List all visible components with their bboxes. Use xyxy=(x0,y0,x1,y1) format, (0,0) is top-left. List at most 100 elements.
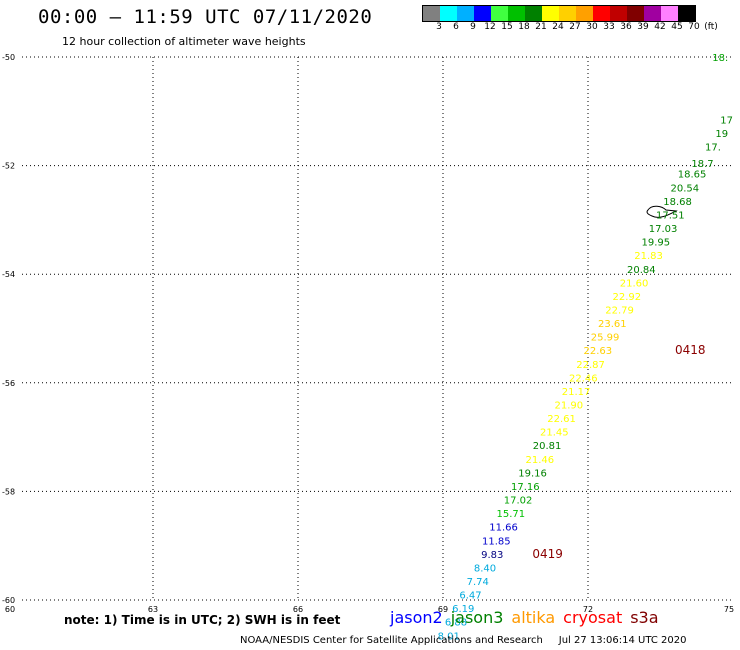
wave-height-value: 22.87 xyxy=(576,360,605,371)
wave-height-value: 19 xyxy=(715,129,728,140)
longitude-label: 63 xyxy=(148,605,158,614)
island-outline xyxy=(646,205,678,218)
legend-label: 42 xyxy=(654,22,666,32)
legend-swatch xyxy=(661,6,678,21)
wave-height-value: 17 xyxy=(720,115,733,126)
longitude-label: 60 xyxy=(5,605,15,614)
longitude-label: 66 xyxy=(293,605,303,614)
legend-swatch xyxy=(491,6,508,21)
wave-height-value: 18. xyxy=(712,53,728,64)
wave-height-value: 22.79 xyxy=(605,305,634,316)
wave-height-value: 17.03 xyxy=(649,224,678,235)
wave-height-value: 18.65 xyxy=(678,170,707,181)
footer-credit: NOAA/NESDIS Center for Satellite Applica… xyxy=(240,635,686,646)
wave-height-value: 6.88 xyxy=(445,618,467,629)
satellite-legend: jason2 jason3 altika cryosat s3a xyxy=(390,608,667,627)
legend-swatch xyxy=(542,6,559,21)
longitude-label: 75 xyxy=(724,605,734,614)
wave-height-value: 17. xyxy=(705,143,721,154)
wave-height-value: 21.90 xyxy=(555,401,584,412)
wave-height-value: 19.95 xyxy=(642,238,671,249)
legend-swatch xyxy=(644,6,661,21)
legend-label: 30 xyxy=(586,22,598,32)
wave-height-value: 6.47 xyxy=(459,591,481,602)
footer-note: note: 1) Time is in UTC; 2) SWH is in fe… xyxy=(64,613,341,627)
wave-height-value: 19.16 xyxy=(518,468,547,479)
coastline xyxy=(646,205,678,218)
satellite-name: cryosat xyxy=(563,608,623,627)
legend-label: 12 xyxy=(484,22,496,32)
wave-height-value: 6.19 xyxy=(452,604,474,615)
legend-swatch xyxy=(559,6,576,21)
wave-height-value: 8.01 xyxy=(438,631,460,642)
legend-label: 9 xyxy=(470,22,476,32)
wave-height-value: 23.61 xyxy=(598,319,627,330)
latitude-label: -50 xyxy=(2,53,15,62)
latitude-label: -54 xyxy=(2,270,15,279)
latitude-label: -56 xyxy=(2,379,15,388)
wave-height-value: 21.46 xyxy=(526,455,555,466)
track-time-label: 0418 xyxy=(675,343,706,357)
satellite-name: altika xyxy=(511,608,556,627)
legend-swatch xyxy=(627,6,644,21)
color-legend xyxy=(422,5,696,22)
wave-height-value: 22.92 xyxy=(613,292,642,303)
map-title: 00:00 – 11:59 UTC 07/11/2020 xyxy=(38,6,373,28)
legend-label: 33 xyxy=(603,22,615,32)
wave-height-value: 15.71 xyxy=(497,509,526,520)
wave-height-value: 21.60 xyxy=(620,278,649,289)
track-labels: 0418 0419 xyxy=(532,343,705,561)
observation-layer: 18. 17 19 17. 18.718.65 20.54 18.68 17.51 17.03 1… xyxy=(438,53,733,642)
legend-swatch xyxy=(678,6,695,21)
wave-height-value: 11.66 xyxy=(489,523,518,534)
satellite-name: jason2 xyxy=(390,608,443,627)
latitude-label: -52 xyxy=(2,162,15,171)
longitude-label: 69 xyxy=(438,605,448,614)
latitude-label: -58 xyxy=(2,487,15,496)
wave-height-value: 22.61 xyxy=(547,414,576,425)
wave-height-value: 22.46 xyxy=(569,373,598,384)
legend-label: 21 xyxy=(535,22,547,32)
credit-text: NOAA/NESDIS Center for Satellite Applica… xyxy=(240,635,543,646)
legend-label: 36 xyxy=(620,22,632,32)
legend-swatch xyxy=(576,6,593,21)
wave-height-value: 25.99 xyxy=(591,333,620,344)
wave-height-value: 17.51 xyxy=(656,210,685,221)
map-grid: 60 63 66 69 72 75 -50 -52 -54 -56 -58 -60 xyxy=(2,53,734,614)
legend-swatch xyxy=(508,6,525,21)
wave-height-value: 11.85 xyxy=(482,536,511,547)
latitude-label: -60 xyxy=(2,596,15,605)
satellite-name: s3a xyxy=(630,608,659,627)
wave-height-value: 17.16 xyxy=(511,482,540,493)
wave-height-value: 20.84 xyxy=(627,265,656,276)
track-time-label: 0419 xyxy=(532,547,563,561)
legend-swatch xyxy=(474,6,491,21)
wave-height-value: 21.83 xyxy=(634,251,663,262)
legend-swatch xyxy=(610,6,627,21)
wave-height-value: 17.02 xyxy=(504,496,533,507)
wave-height-value: 9.83 xyxy=(481,550,503,561)
wave-height-value: 20.54 xyxy=(671,183,700,194)
legend-swatch xyxy=(440,6,457,21)
legend-label: (ft) xyxy=(704,22,718,32)
timestamp-text: Jul 27 13:06:14 UTC 2020 xyxy=(558,635,687,646)
legend-label: 3 xyxy=(436,22,442,32)
legend-label: 6 xyxy=(453,22,459,32)
legend-label: 15 xyxy=(501,22,513,32)
wave-height-value: 8.40 xyxy=(474,563,496,574)
wave-height-value: 20.81 xyxy=(533,441,562,452)
wave-height-value: 21.45 xyxy=(540,428,569,439)
legend-swatch xyxy=(525,6,542,21)
wave-height-value: 22.63 xyxy=(584,346,613,357)
satellite-name: jason3 xyxy=(450,608,504,627)
legend-label: 27 xyxy=(569,22,581,32)
longitude-label: 72 xyxy=(583,605,593,614)
wave-height-value: 18.68 xyxy=(663,197,692,208)
legend-label: 39 xyxy=(637,22,649,32)
legend-swatch xyxy=(593,6,610,21)
wave-height-value: 7.74 xyxy=(467,577,489,588)
legend-label: 70 xyxy=(688,22,700,32)
wave-height-value: 21.17 xyxy=(562,387,591,398)
legend-label: 24 xyxy=(552,22,564,32)
